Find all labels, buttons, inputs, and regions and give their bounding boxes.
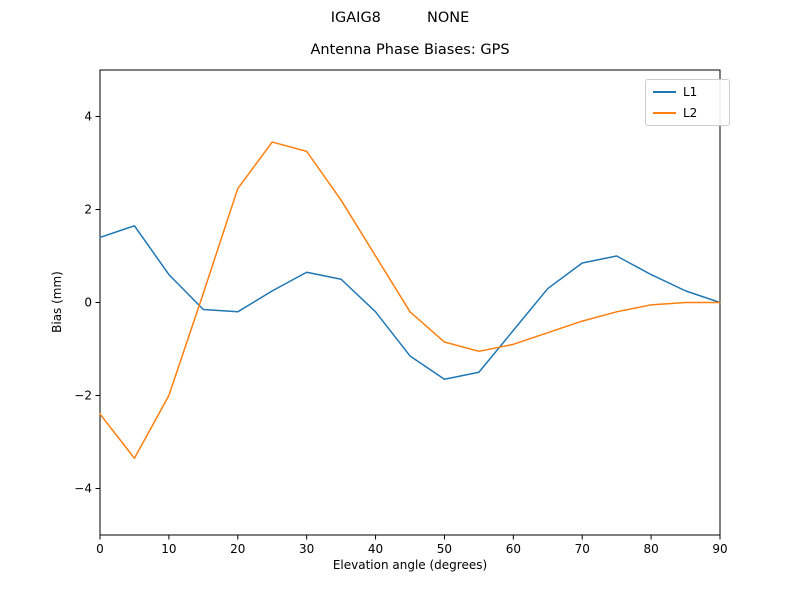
legend-line-l1-swatch	[653, 91, 676, 93]
x-tick-label: 50	[437, 542, 452, 556]
x-tick-label: 0	[96, 542, 104, 556]
legend-label-l2: L2	[683, 106, 698, 120]
line-l2	[99, 141, 721, 460]
legend-line-l2-swatch	[653, 112, 676, 114]
x-tick-label: 40	[368, 542, 383, 556]
y-axis-label: Bias (mm)	[50, 271, 64, 333]
y-tick-label: −4	[74, 482, 92, 496]
legend-item-l1: L1	[653, 85, 721, 99]
chart-title: Antenna Phase Biases: GPS	[310, 42, 510, 58]
legend: L1 L2	[645, 79, 730, 126]
x-tick-label: 60	[506, 542, 521, 556]
x-tick-label: 20	[230, 542, 245, 556]
axes-spines	[99, 69, 721, 536]
x-tick-label: 80	[643, 542, 658, 556]
x-tick-label: 70	[575, 542, 590, 556]
y-tick-label: 0	[84, 296, 92, 310]
legend-label-l1: L1	[683, 85, 698, 99]
y-tick-label: −2	[74, 389, 92, 403]
x-tick-label: 90	[712, 542, 727, 556]
y-tick-label: 2	[84, 203, 92, 217]
y-tick-label: 4	[84, 110, 92, 124]
legend-item-l2: L2	[653, 106, 721, 120]
line-l1	[99, 225, 721, 380]
figure-suptitle: IGAIG8 NONE	[330, 10, 470, 26]
x-tick-label: 10	[161, 542, 176, 556]
x-axis-label: Elevation angle (degrees)	[332, 558, 488, 572]
x-tick-label: 30	[299, 542, 314, 556]
